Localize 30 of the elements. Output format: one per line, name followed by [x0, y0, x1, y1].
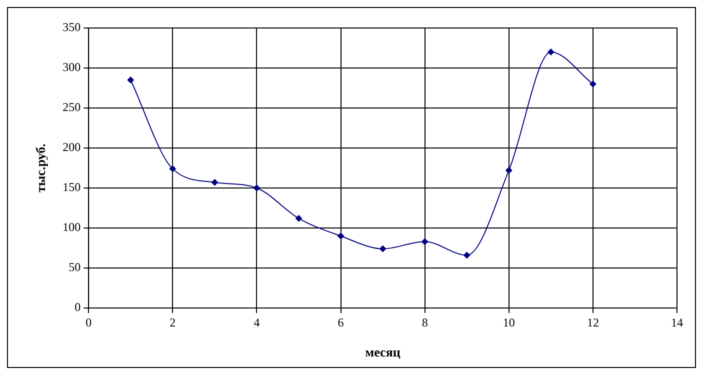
point	[589, 80, 596, 88]
point	[169, 165, 176, 172]
y-axis-title: тыс.руб.	[33, 144, 48, 192]
x-tick-label: 2	[170, 315, 176, 330]
point	[463, 252, 470, 259]
y-tick-label: 300	[62, 60, 81, 74]
y-tick-label: 350	[62, 20, 81, 34]
x-tick-label: 6	[338, 315, 344, 330]
y-tick-label: 150	[62, 180, 81, 194]
y-tick-label: 200	[62, 140, 81, 154]
x-tick-label: 14	[671, 315, 683, 330]
x-tick-label: 4	[254, 315, 260, 330]
x-axis-title: месяц	[365, 344, 401, 360]
point	[295, 214, 302, 222]
y-tick-label: 100	[62, 220, 81, 234]
x-tick-label: 12	[586, 315, 599, 330]
y-tick-label: 50	[68, 260, 81, 274]
y-tick-label: 250	[62, 100, 81, 114]
point	[211, 178, 218, 186]
point	[379, 245, 386, 252]
x-tick-label: 8	[422, 315, 428, 330]
point	[127, 76, 134, 84]
point	[253, 184, 260, 192]
point	[421, 238, 428, 246]
point	[547, 48, 554, 56]
point	[337, 232, 344, 240]
y-tick-label: 0	[74, 300, 81, 314]
point	[505, 166, 512, 174]
x-tick-label: 10	[502, 315, 515, 330]
x-tick-label: 0	[86, 315, 92, 330]
